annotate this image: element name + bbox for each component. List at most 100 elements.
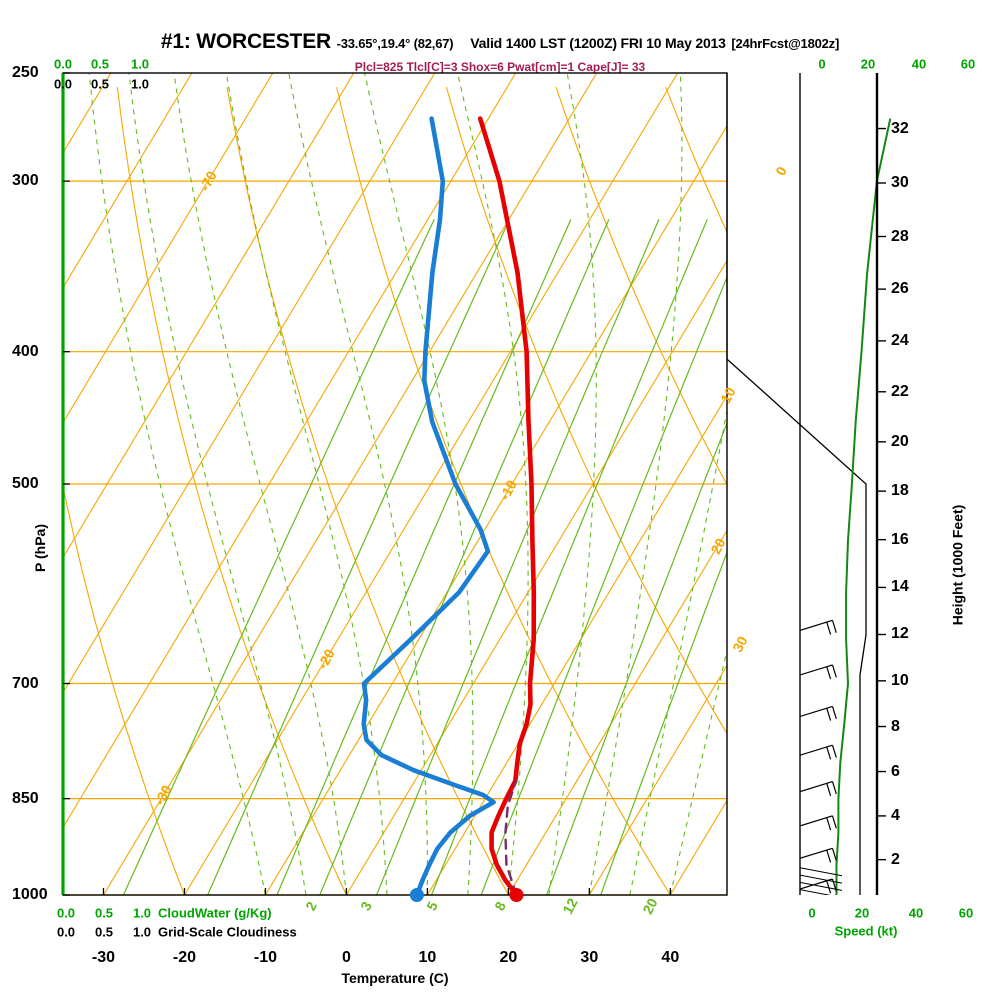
isotherm-30	[588, 664, 727, 895]
height-tick-label-30: 30	[891, 173, 909, 191]
wind-panel-boundary	[726, 73, 867, 895]
height-tick-label-26: 26	[891, 280, 909, 298]
cloudwater-axis-title: CloudWater (g/Kg)	[158, 905, 272, 921]
height-tick-label-12: 12	[891, 625, 909, 643]
height-tick-label-32: 32	[891, 119, 909, 137]
barb-feather	[774, 513, 778, 525]
barb-shaft	[800, 534, 801, 536]
speed-tick-bottom-0: 0	[808, 905, 816, 921]
temperature-axis-title: Temperature (C)	[341, 970, 449, 986]
barb-shaft	[800, 379, 801, 381]
wind-barb-7	[768, 511, 801, 536]
barb-feather	[779, 361, 783, 373]
cloudiness-tick-top-1: 0.5	[90, 76, 110, 92]
height-tick-label-18: 18	[891, 482, 909, 500]
barb-feather	[768, 231, 772, 243]
barb-feather	[831, 706, 837, 720]
forecast-tag: [24hrFcst@1802z]	[731, 36, 840, 51]
mixing-ratio-20	[546, 421, 727, 895]
temp-tick-label--30: -30	[91, 949, 116, 966]
height-tick-label-8: 8	[891, 717, 900, 735]
wind-barb-4	[774, 359, 801, 381]
temp-tick-label-30: 30	[580, 949, 599, 966]
temp-tick-label-0: 0	[341, 949, 351, 966]
pressure-tick-label-1000: 1000	[12, 886, 48, 903]
barb-feather	[826, 880, 832, 894]
moist-adiabat-20	[456, 73, 529, 895]
height-axis-title: Height (1000 Feet)	[949, 504, 966, 626]
wind-barb-11	[800, 705, 837, 721]
barb-feather	[826, 621, 832, 635]
pressure-tick-label-400: 400	[12, 342, 39, 360]
cloudiness-tick-top-0: 0.0	[53, 76, 73, 92]
wind-barb-15	[800, 847, 837, 863]
moist-adiabat-5	[225, 73, 388, 895]
barb-feather	[831, 781, 837, 795]
pressure-tick-label-850: 850	[12, 789, 39, 807]
moist-adiabat-30	[588, 73, 683, 895]
cloudiness-tick-bottom-2: 1.0	[132, 924, 152, 940]
barb-feather	[779, 302, 783, 314]
height-tick-label-6: 6	[891, 762, 900, 780]
dry-adiabat-80	[555, 86, 727, 486]
moist-adiabat-40	[669, 648, 727, 895]
cloudwater-tick-bottom-0: 0.0	[56, 905, 76, 921]
barb-feather	[826, 849, 832, 863]
barb-feather	[768, 511, 772, 523]
wind-barb-0	[760, 87, 801, 115]
dry-adiabat-40	[336, 86, 671, 895]
barb-shaft	[800, 847, 833, 859]
cloudiness-tick-bottom-1: 0.5	[94, 924, 114, 940]
barb-feather	[774, 359, 778, 371]
barb-feather	[826, 817, 832, 831]
temp-tick-label-20: 20	[499, 949, 518, 966]
height-tick-label-16: 16	[891, 530, 909, 548]
wind-barb-extra	[800, 867, 843, 877]
moist-adiabat-25	[548, 73, 597, 895]
temp-tick-label--20: -20	[172, 949, 197, 966]
barb-feather	[785, 238, 789, 250]
barb-feather	[774, 413, 778, 425]
temp-tick-label-40: 40	[661, 949, 680, 966]
barb-feather	[831, 815, 837, 829]
barb-feather	[768, 297, 772, 309]
series-parcel-line	[504, 779, 518, 895]
barb-feather	[774, 462, 778, 474]
moist-adiabat--5	[128, 73, 307, 895]
barb-feather	[831, 664, 837, 678]
wind-barb-10	[800, 664, 837, 680]
surface-temperature-dot	[509, 888, 524, 902]
surface-dewpoint-dot	[409, 888, 424, 902]
mixing-ratio-5	[375, 219, 660, 895]
height-tick-label-20: 20	[891, 432, 909, 450]
speed-tick-bottom-1: 20	[854, 905, 870, 921]
valid-time: Valid 1400 LST (1200Z) FRI 10 May 2013	[470, 35, 726, 51]
barb-shaft	[800, 619, 833, 631]
barb-flag	[760, 87, 768, 102]
barb-shaft	[800, 664, 833, 676]
page-title: #1: WORCESTER -33.65°,19.4° (82,67) Vali…	[0, 30, 1000, 54]
barb-shaft	[800, 433, 801, 435]
wind-barb-extra	[800, 889, 831, 895]
wind-barb-8	[800, 581, 801, 583]
speed-tick-bottom-2: 40	[908, 905, 924, 921]
mixing-ratio-3	[319, 219, 610, 895]
wind-barb-14	[800, 815, 837, 831]
mixing-ratio-30	[600, 550, 727, 895]
barb-shaft	[800, 113, 801, 115]
barb-feather	[831, 848, 837, 861]
barb-shaft	[800, 581, 801, 583]
wind-barb-6	[774, 462, 801, 484]
speed-axis-title: Speed (kt)	[834, 923, 898, 939]
speed-tick-top-0: 0	[818, 56, 826, 72]
cloudwater-tick-top-2: 1.0	[130, 56, 150, 72]
height-tick-label-4: 4	[891, 806, 900, 824]
cloudwater-tick-bottom-2: 1.0	[132, 905, 152, 921]
barb-feather	[774, 299, 778, 311]
wind-barb-2	[768, 231, 801, 256]
barb-shaft	[800, 254, 801, 256]
wind-barb-extra	[800, 881, 843, 891]
series-dewpoint-line	[361, 116, 496, 895]
moist-adiabat--10	[88, 73, 266, 895]
